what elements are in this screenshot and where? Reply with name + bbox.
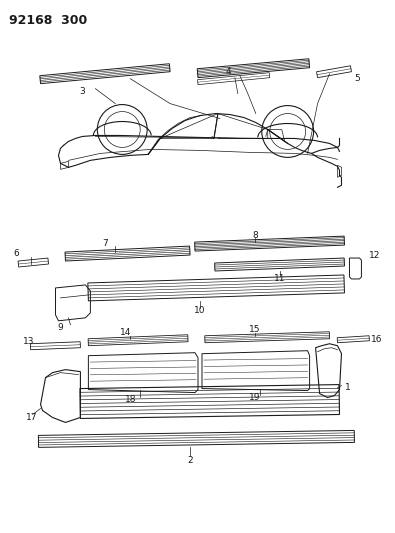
- Text: 7: 7: [102, 239, 108, 248]
- Text: 6: 6: [14, 248, 19, 257]
- Text: 17: 17: [26, 413, 37, 422]
- Text: 2: 2: [187, 456, 193, 465]
- Text: 10: 10: [194, 306, 206, 316]
- Text: 19: 19: [249, 393, 261, 402]
- Text: 92168  300: 92168 300: [9, 14, 87, 27]
- Text: 9: 9: [58, 324, 63, 332]
- Text: 15: 15: [249, 325, 261, 334]
- Text: 4: 4: [225, 67, 231, 76]
- Text: 5: 5: [354, 74, 360, 83]
- Text: 1: 1: [344, 383, 350, 392]
- Text: 18: 18: [124, 395, 136, 404]
- Text: 11: 11: [274, 274, 286, 284]
- Text: 16: 16: [371, 335, 383, 344]
- Text: 14: 14: [120, 328, 131, 337]
- Text: 8: 8: [252, 231, 258, 240]
- Text: 12: 12: [369, 251, 381, 260]
- Text: 13: 13: [23, 337, 34, 346]
- Text: 3: 3: [79, 87, 85, 96]
